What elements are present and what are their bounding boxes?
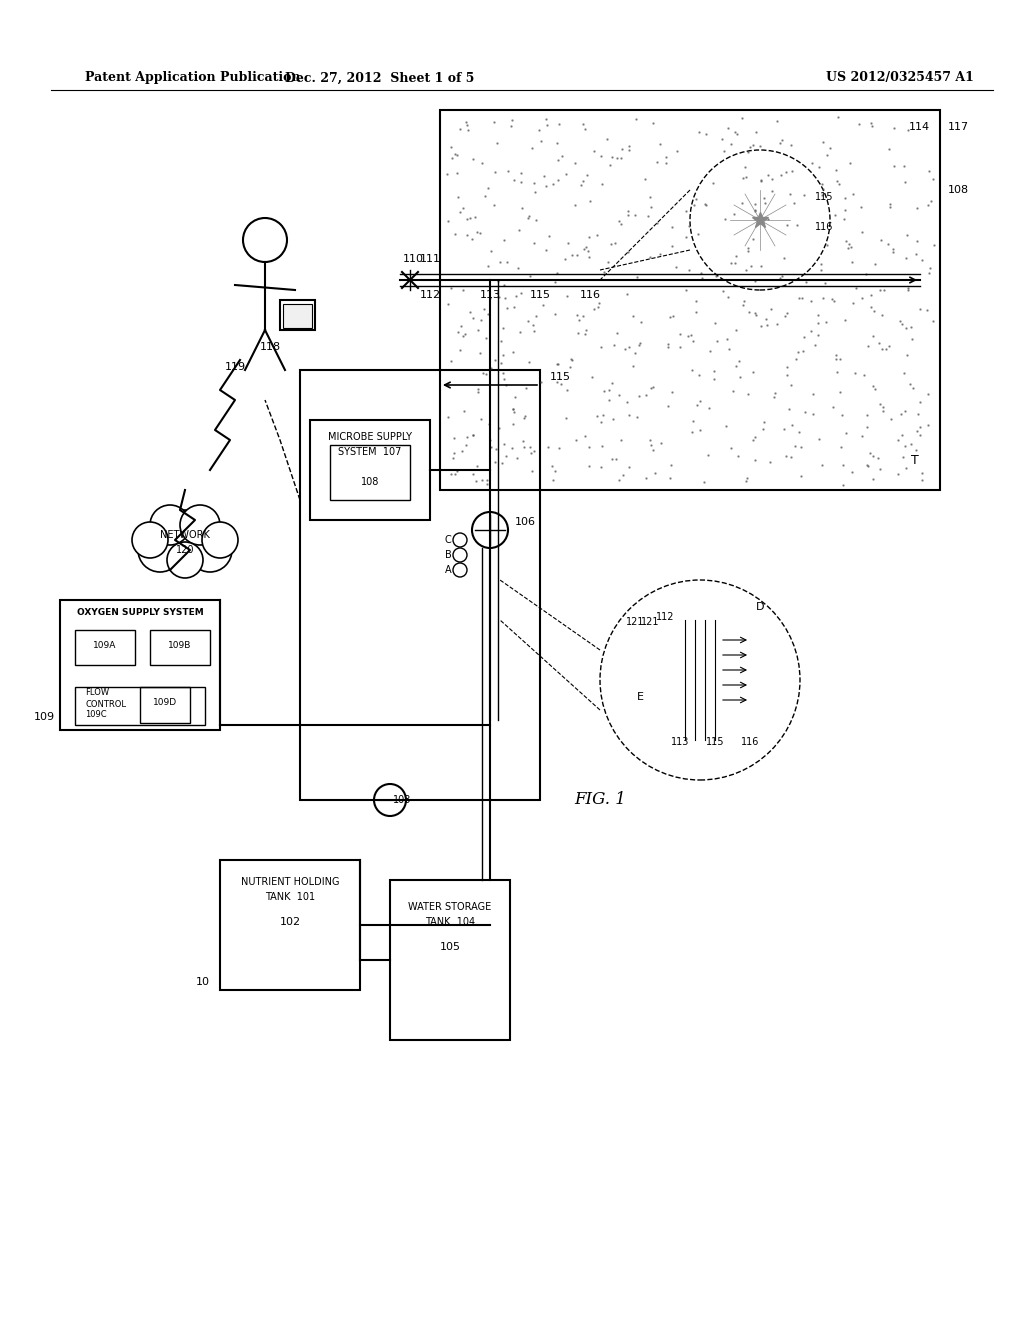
Bar [390,880,510,1040]
Bar [280,300,315,330]
Text: 121: 121 [626,616,644,627]
Bar [150,630,210,665]
Text: 116: 116 [580,290,600,300]
Text: 115: 115 [550,372,571,381]
Bar [330,445,410,500]
Circle shape [202,521,238,558]
Text: 115: 115 [529,290,551,300]
Circle shape [132,521,168,558]
Text: FIG. 1: FIG. 1 [574,792,626,808]
Text: 103: 103 [393,795,412,805]
Text: Dec. 27, 2012  Sheet 1 of 5: Dec. 27, 2012 Sheet 1 of 5 [286,71,475,84]
Bar [300,370,540,800]
Text: TANK  101: TANK 101 [265,892,315,902]
Circle shape [150,506,190,545]
Bar [310,420,430,520]
Bar [60,601,220,730]
Text: 112: 112 [655,612,674,622]
Text: 108: 108 [948,185,969,195]
Text: T: T [911,454,919,466]
Bar [140,686,190,723]
Bar [75,686,205,725]
Text: 109C: 109C [85,710,106,719]
Text: E: E [637,692,643,702]
Text: TANK  104: TANK 104 [425,917,475,927]
Bar [440,110,940,490]
Circle shape [188,528,232,572]
Text: NUTRIENT HOLDING: NUTRIENT HOLDING [241,876,339,887]
Text: 110: 110 [402,253,424,264]
Text: MICROBE SUPPLY: MICROBE SUPPLY [328,432,412,442]
Text: OXYGEN SUPPLY SYSTEM: OXYGEN SUPPLY SYSTEM [77,609,204,616]
Circle shape [167,543,203,578]
Text: 116: 116 [740,737,759,747]
Text: 115: 115 [706,737,724,747]
Text: 114: 114 [909,121,930,132]
Text: B: B [444,550,452,560]
Text: A: A [444,565,452,576]
Text: FLOW: FLOW [85,688,110,697]
Text: 106: 106 [515,517,536,527]
Text: 109: 109 [34,711,55,722]
Text: 10: 10 [196,977,210,987]
Text: 109B: 109B [168,642,191,649]
Text: 105: 105 [439,942,461,952]
Text: NETWORK: NETWORK [160,531,210,540]
Text: 113: 113 [479,290,501,300]
Text: 117: 117 [948,121,969,132]
Text: 119: 119 [224,362,246,372]
Text: 115: 115 [815,191,834,202]
Circle shape [180,506,220,545]
Text: 116: 116 [815,222,834,232]
Text: 120: 120 [176,545,195,554]
Text: WATER STORAGE: WATER STORAGE [409,902,492,912]
Text: CONTROL: CONTROL [85,700,126,709]
Text: US 2012/0325457 A1: US 2012/0325457 A1 [826,71,974,84]
Text: 113: 113 [671,737,689,747]
Circle shape [138,528,182,572]
Text: 102: 102 [280,917,301,927]
Text: 121: 121 [641,616,659,627]
Text: 118: 118 [259,342,281,352]
Text: 109A: 109A [93,642,117,649]
Text: 108: 108 [360,477,379,487]
Text: 111: 111 [420,253,440,264]
Text: 112: 112 [420,290,440,300]
Text: SYSTEM  107: SYSTEM 107 [338,447,401,457]
Text: Patent Application Publication: Patent Application Publication [85,71,300,84]
Circle shape [155,510,215,570]
Text: 109D: 109D [153,698,177,708]
Text: D: D [756,602,764,612]
Bar [283,304,312,327]
Text: C: C [444,535,452,545]
Bar [75,630,135,665]
Bar [220,861,360,990]
